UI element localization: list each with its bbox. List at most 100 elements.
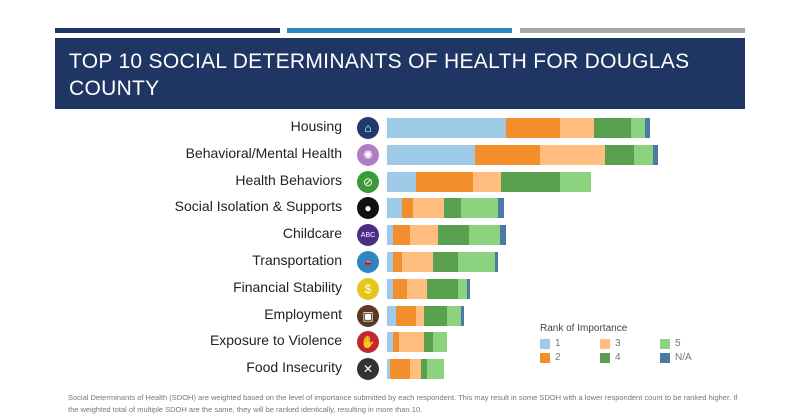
legend-swatch	[660, 338, 670, 349]
bar-segment-rank-2	[506, 118, 560, 138]
bar-segment-rank-2	[393, 278, 407, 299]
stacked-bar	[387, 225, 506, 246]
accent-bar-blue	[287, 28, 512, 33]
bar-segment-rank-5	[469, 225, 500, 246]
bar-segment-rank-3	[399, 332, 424, 353]
bar-row: Employment ▣	[0, 303, 800, 330]
bar-segment-rank-5	[447, 305, 461, 326]
category-label: Financial Stability	[233, 278, 342, 295]
category-label: Health Behaviors	[235, 171, 342, 188]
bar-segment-rank-3	[410, 359, 421, 380]
abc-blocks-icon: ABC	[357, 224, 379, 247]
bar-segment-rank-1	[387, 198, 402, 219]
stacked-bar	[387, 278, 470, 299]
bar-segment-rank-1	[387, 144, 475, 165]
hand-stop-icon: ✋	[357, 331, 379, 354]
car-icon: 🚗	[357, 251, 379, 273]
legend-swatch	[540, 338, 550, 349]
bar-row: Food Insecurity ✕	[0, 356, 800, 383]
bar-segment-rank-5	[427, 359, 444, 380]
slide-title: TOP 10 SOCIAL DETERMINANTS OF HEALTH FOR…	[69, 50, 690, 100]
bar-segment-rank-na	[495, 252, 498, 272]
bar-segment-rank-2	[393, 252, 402, 272]
legend-swatch	[600, 338, 610, 349]
stacked-bar	[387, 198, 504, 219]
brain-icon: ✺	[357, 143, 379, 166]
legend-item: N/A	[660, 352, 720, 363]
category-label: Childcare	[282, 225, 342, 242]
bar-segment-rank-4	[424, 305, 447, 326]
stacked-bar	[387, 332, 447, 353]
footnote: Social Determinants of Health (SDOH) are…	[68, 393, 738, 414]
bar-segment-rank-5	[458, 252, 495, 272]
bar-segment-rank-2	[396, 305, 416, 326]
stacked-bar	[387, 144, 658, 165]
bar-row: Housing ⌂	[0, 115, 800, 142]
legend-item: 5	[660, 338, 720, 349]
bar-segment-rank-4	[605, 144, 634, 165]
bar-segment-rank-4	[501, 171, 560, 192]
stacked-bar	[387, 305, 464, 326]
bar-segment-rank-4	[444, 198, 461, 219]
bar-segment-rank-2	[416, 171, 473, 192]
bar-segment-rank-5	[433, 332, 447, 353]
stacked-bar	[387, 359, 444, 380]
category-label: Food Insecurity	[246, 359, 342, 376]
bar-segment-rank-4	[438, 225, 469, 246]
bar-segment-rank-na	[467, 278, 470, 299]
legend-swatch	[660, 352, 670, 363]
category-label: Housing	[290, 118, 342, 134]
legend-label: 5	[675, 338, 681, 349]
stacked-bar	[387, 171, 591, 192]
legend-title: Rank of Importance	[540, 323, 628, 334]
no-smoking-icon: ⊘	[357, 170, 379, 193]
bar-segment-rank-1	[387, 225, 393, 246]
legend-label: 3	[615, 338, 621, 349]
bar-segment-rank-5	[634, 144, 653, 165]
bar-segment-rank-na	[645, 118, 650, 138]
title-banner: TOP 10 SOCIAL DETERMINANTS OF HEALTH FOR…	[55, 38, 745, 109]
person-icon: ●	[357, 197, 379, 220]
bar-segment-rank-4	[427, 278, 458, 299]
bar-segment-rank-1	[387, 252, 393, 272]
bar-segment-rank-3	[416, 305, 424, 326]
stacked-bar	[387, 252, 498, 272]
house-icon: ⌂	[357, 117, 379, 139]
bar-segment-rank-na	[500, 225, 506, 246]
bar-segment-rank-4	[424, 332, 433, 353]
bar-segment-rank-1	[387, 278, 393, 299]
legend-label: 1	[555, 338, 561, 349]
legend-item: 3	[600, 338, 660, 349]
bar-segment-rank-2	[393, 332, 399, 353]
bar-segment-rank-5	[631, 118, 645, 138]
bar-segment-rank-na	[498, 198, 504, 219]
bar-row: Health Behaviors ⊘	[0, 169, 800, 196]
bar-segment-rank-5	[461, 198, 498, 219]
category-label: Behavioral/Mental Health	[185, 144, 342, 161]
legend-item: 2	[540, 352, 600, 363]
bar-segment-rank-2	[390, 359, 410, 380]
bar-segment-rank-5	[560, 171, 591, 192]
bar-row: Childcare ABC	[0, 222, 800, 249]
bar-segment-rank-2	[475, 144, 540, 165]
category-label: Employment	[264, 305, 342, 322]
bar-segment-rank-1	[387, 359, 390, 380]
legend-label: 4	[615, 352, 621, 363]
briefcase-icon: ▣	[357, 304, 379, 327]
bar-segment-rank-4	[421, 359, 427, 380]
bar-segment-rank-1	[387, 118, 506, 138]
bar-row: Behavioral/Mental Health ✺	[0, 142, 800, 169]
legend-label: N/A	[675, 352, 692, 363]
bar-row: Financial Stability $	[0, 276, 800, 303]
bar-segment-rank-3	[413, 198, 444, 219]
bar-segment-rank-2	[393, 225, 410, 246]
legend-label: 2	[555, 352, 561, 363]
bar-segment-rank-2	[402, 198, 413, 219]
bar-segment-rank-3	[540, 144, 605, 165]
bar-row: Social Isolation & Supports ●	[0, 195, 800, 222]
legend: Rank of Importance 1 3 5 2 4 N/A	[540, 323, 720, 363]
bar-row: Exposure to Violence ✋	[0, 329, 800, 356]
bar-segment-rank-3	[402, 252, 433, 272]
bar-segment-rank-na	[461, 305, 464, 326]
bar-segment-rank-4	[433, 252, 458, 272]
